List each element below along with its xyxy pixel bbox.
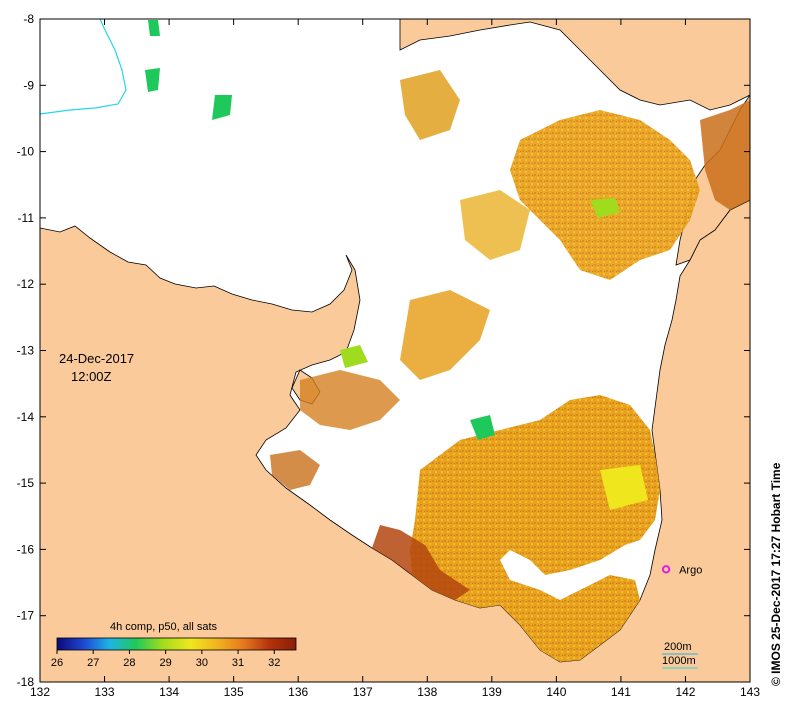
x-tick-label: 143 (740, 685, 760, 699)
sst-green-5 (212, 95, 232, 120)
sst-patch-mid (460, 190, 530, 260)
x-tick-label: 137 (353, 685, 373, 699)
colorbar-gradient (56, 637, 297, 651)
map-content (40, 19, 750, 682)
isobath-200-label: 200m (664, 641, 692, 653)
isobath-line (40, 19, 127, 115)
sst-patch-southwest (372, 525, 470, 600)
colorbar-label: 31 (232, 657, 244, 669)
colorbar-label: 28 (123, 657, 135, 669)
x-tick-label: 140 (546, 685, 566, 699)
colorbar-label: 32 (268, 657, 280, 669)
map-date: 24-Dec-2017 (59, 351, 134, 366)
isobath-1000-label: 1000m (662, 655, 696, 667)
sst-yellow-1 (600, 465, 648, 510)
x-tick-label: 135 (224, 685, 244, 699)
y-tick-label: -13 (17, 344, 35, 358)
colorbar: 4h comp, p50, all sats 26 27 28 29 30 31 32 (51, 621, 297, 669)
colorbar-labels: 26 27 28 29 30 31 32 (51, 650, 280, 669)
x-tick-label: 142 (675, 685, 695, 699)
x-tick-label: 139 (482, 685, 502, 699)
y-tick-label: -16 (17, 542, 35, 556)
sst-patch-north (400, 70, 460, 140)
argo-label: Argo (679, 564, 702, 576)
colorbar-label: 27 (87, 657, 99, 669)
y-tick-label: -15 (17, 476, 35, 490)
sst-green-3 (340, 345, 368, 368)
y-tick-label: -14 (17, 410, 35, 424)
x-tick-label: 134 (159, 685, 179, 699)
x-tick-label: 136 (288, 685, 308, 699)
sst-patch-nw-coast (270, 450, 320, 490)
sst-patch-east (510, 110, 700, 280)
argo-marker-icon[interactable] (661, 565, 671, 574)
y-tick-label: -8 (23, 12, 34, 26)
x-tick-label: 138 (417, 685, 437, 699)
isobath-legend: 200m 1000m (662, 641, 698, 669)
credit-text: © IMOS 25-Dec-2017 17:27 Hobart Time (769, 462, 783, 686)
land-northeast (399, 19, 750, 111)
x-tick-label: 133 (95, 685, 115, 699)
colorbar-label: 30 (196, 657, 208, 669)
sst-green-2 (590, 198, 620, 218)
y-tick-label: -11 (18, 211, 35, 225)
axis-ticks: 132 133 134 135 136 137 138 139 140 141 142 143 -8 -9… (17, 12, 761, 699)
y-tick-label: -17 (17, 609, 35, 623)
x-tick-label: 141 (611, 685, 631, 699)
colorbar-title: 4h comp, p50, all sats (110, 621, 218, 633)
y-tick-label: -9 (23, 78, 34, 92)
y-tick-label: -12 (17, 277, 35, 291)
land-northern-territory (40, 199, 750, 682)
map-time: 12:00Z (71, 369, 112, 384)
x-tick-label: 132 (30, 685, 50, 699)
colorbar-label: 29 (160, 657, 172, 669)
y-tick-label: -10 (17, 145, 35, 159)
sst-green-4 (145, 68, 160, 92)
sst-green-1 (470, 415, 495, 440)
sst-patch-center (400, 290, 490, 380)
sst-data (145, 20, 750, 662)
sst-green-6 (148, 20, 160, 36)
sst-patch-northeast (700, 100, 750, 210)
sst-patch-gulf-west (300, 370, 400, 430)
colorbar-label: 26 (51, 657, 63, 669)
y-tick-label: -18 (17, 675, 35, 689)
argo-marker[interactable]: Argo (661, 564, 702, 576)
sst-patch-south (410, 395, 660, 662)
